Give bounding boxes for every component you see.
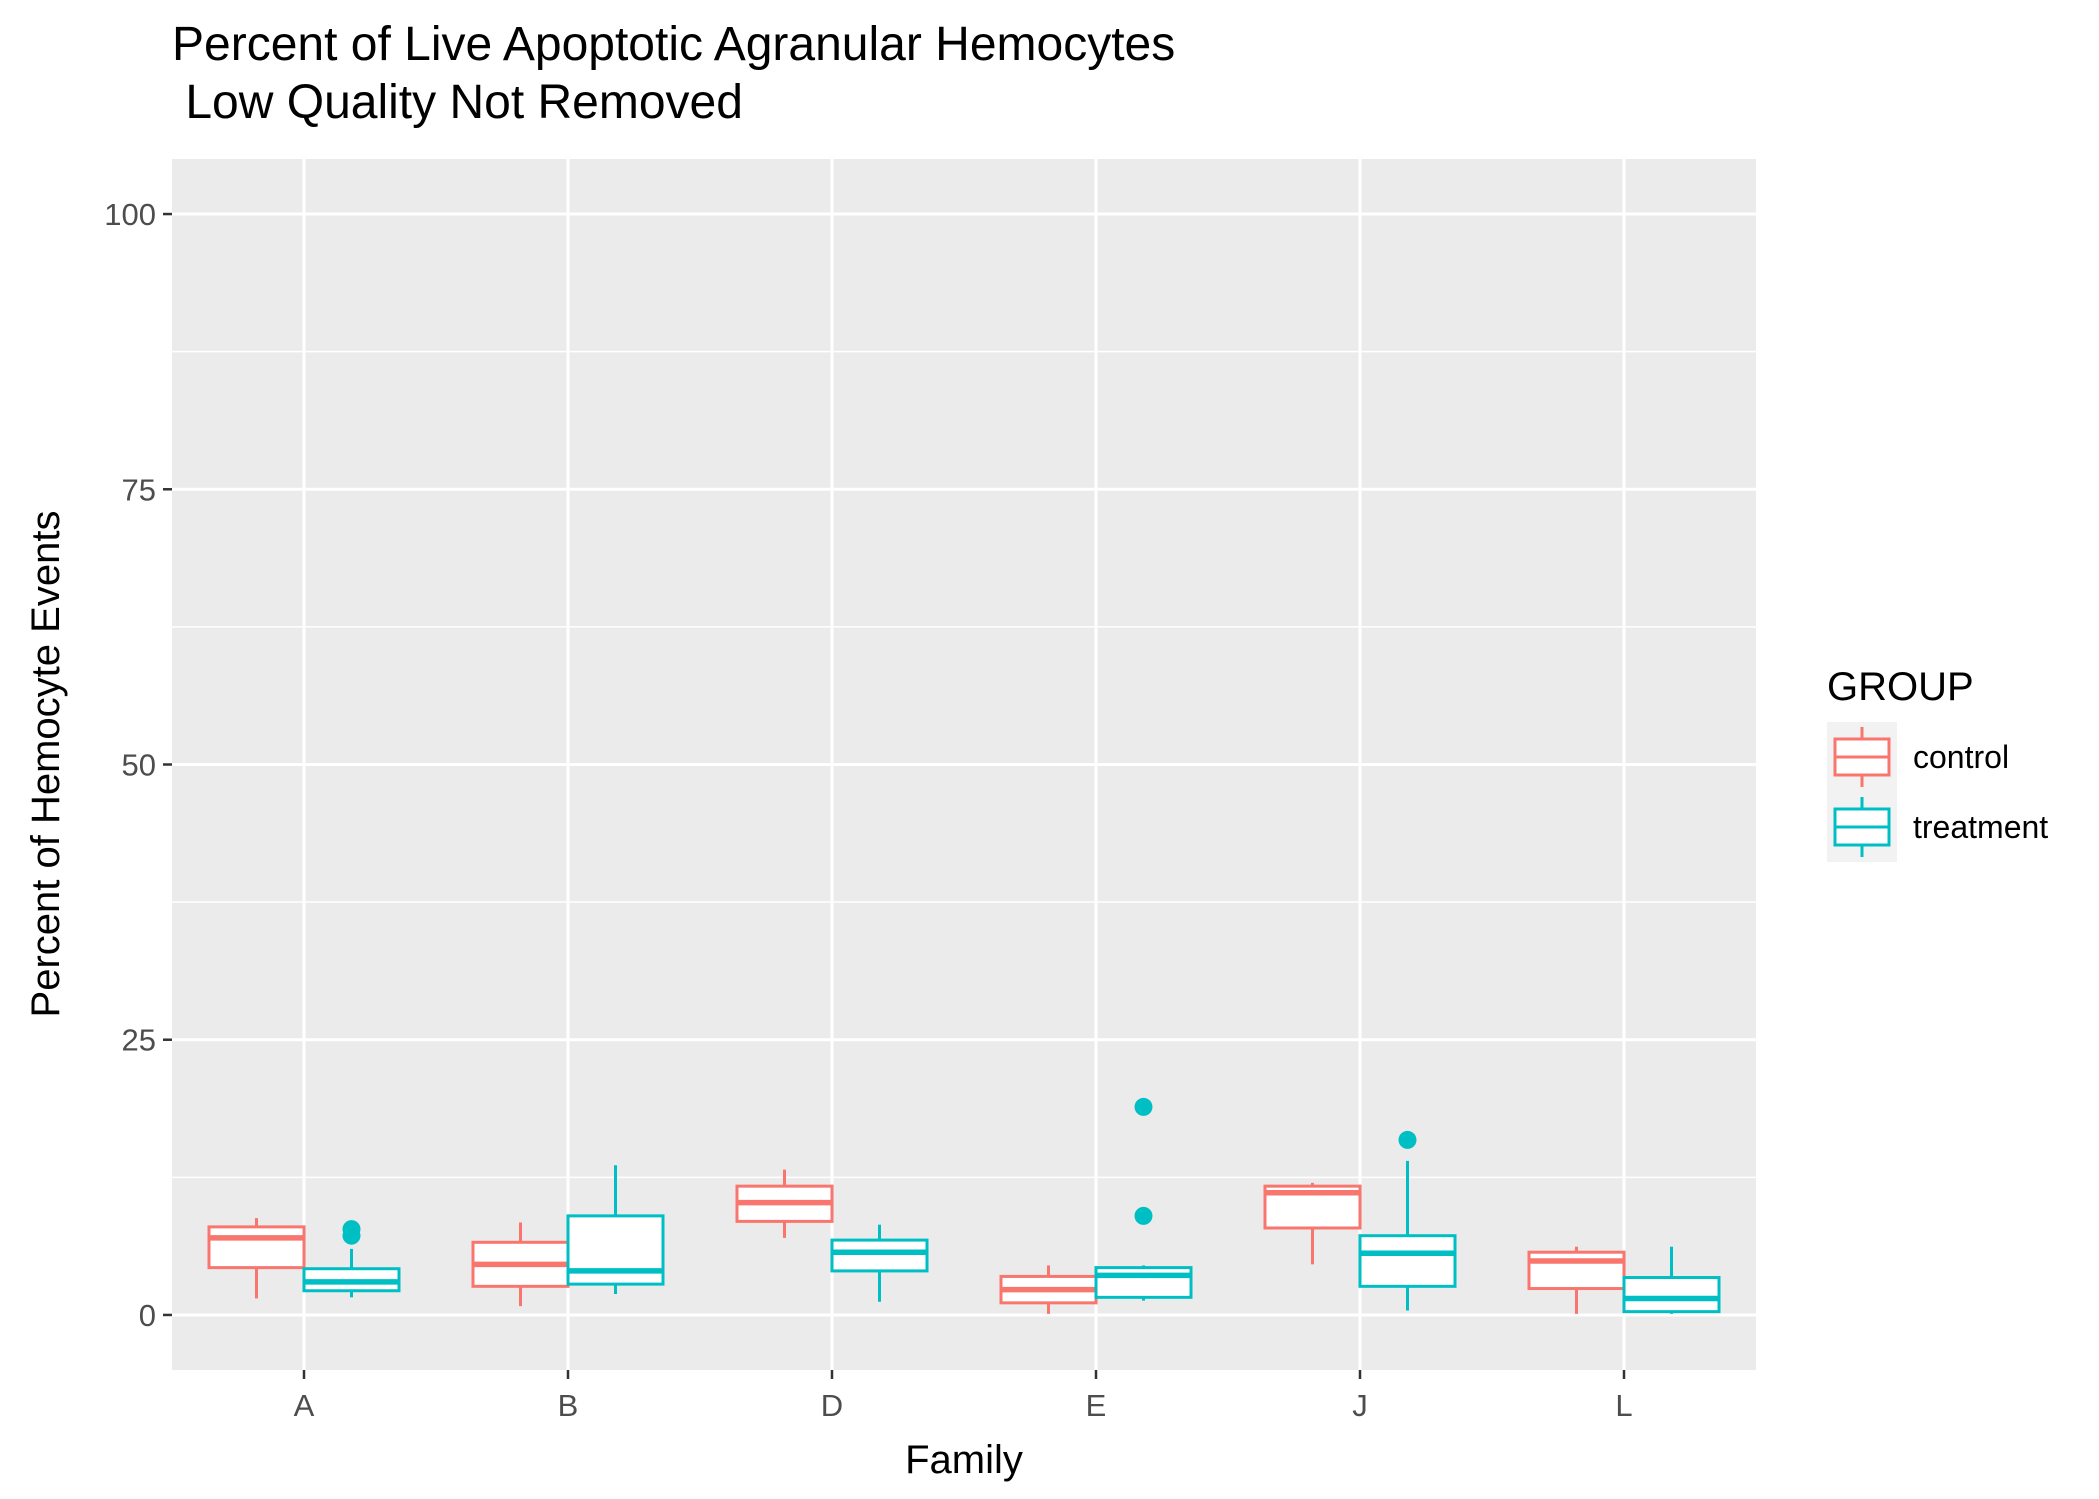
axes: 0 25 50 75 100 A B D E J L [104, 197, 1632, 1423]
y-axis-title: Percent of Hemocyte Events [24, 511, 68, 1018]
legend-label: control [1913, 739, 2009, 775]
boxplot-treatment-E [1094, 1097, 1193, 1301]
grid-lines [172, 159, 1756, 1370]
chart-subtitle: Low Quality Not Removed [172, 76, 743, 129]
x-tick-label: B [558, 1388, 579, 1423]
boxplot-control-D [735, 1169, 834, 1238]
legend-title: GROUP [1827, 665, 1974, 709]
boxplot-control-E [999, 1265, 1098, 1314]
box-iqr [566, 1214, 665, 1286]
y-tick-label: 50 [122, 748, 156, 783]
outlier-point [1134, 1097, 1153, 1116]
box-iqr [1622, 1276, 1721, 1314]
boxplot-control-L [1527, 1246, 1626, 1314]
x-tick-label: J [1352, 1388, 1368, 1423]
x-tick-label: D [821, 1388, 843, 1423]
legend-entry-control: control [1827, 722, 2009, 792]
boxplot-treatment-J [1358, 1130, 1457, 1311]
boxplot-control-A [207, 1218, 306, 1299]
legend-entry-treatment: treatment [1827, 792, 2048, 862]
y-tick-label: 100 [104, 197, 156, 232]
outlier-point [1398, 1130, 1417, 1149]
x-axis-title: Family [905, 1438, 1023, 1482]
boxplot-marks [207, 1097, 1721, 1314]
x-tick-label: L [1615, 1388, 1632, 1423]
y-tick-label: 25 [122, 1023, 156, 1058]
box-iqr [1094, 1266, 1193, 1299]
box-iqr [207, 1225, 306, 1270]
boxplot-treatment-L [1622, 1246, 1721, 1314]
boxplot-treatment-D [830, 1224, 929, 1302]
y-tick-label: 75 [122, 472, 156, 507]
box-iqr [1527, 1250, 1626, 1291]
x-tick-label: E [1086, 1388, 1107, 1423]
box-iqr [830, 1238, 929, 1273]
outlier-point [342, 1220, 361, 1239]
y-tick-label: 0 [139, 1298, 156, 1333]
x-tick-label: A [294, 1388, 315, 1423]
boxplot-treatment-B [566, 1165, 665, 1295]
boxplot-treatment-A [302, 1220, 401, 1298]
legend: GROUP control treatment [1827, 665, 2048, 862]
chart-title: Percent of Live Apoptotic Agranular Hemo… [172, 18, 1175, 71]
legend-label: treatment [1913, 809, 2048, 845]
outlier-point [1134, 1206, 1153, 1225]
box-iqr [1358, 1234, 1457, 1288]
boxplot-control-J [1263, 1182, 1362, 1265]
boxplot-control-B [471, 1222, 570, 1307]
